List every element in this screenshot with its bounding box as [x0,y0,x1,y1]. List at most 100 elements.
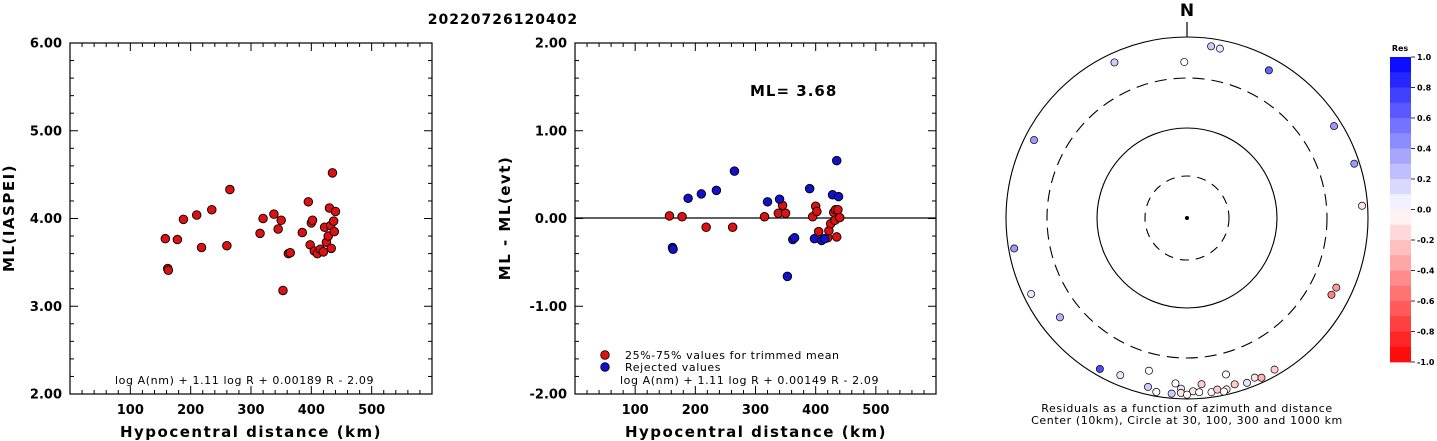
colorbar-swatch [1390,72,1411,88]
y-axis-label: ML(IASPEI) [0,164,18,272]
colorbar-swatch [1390,163,1411,180]
legend-marker-rejected [600,362,610,372]
station-point [1215,44,1224,53]
data-point [677,211,687,222]
y-tick-label: 0.00 [535,212,567,227]
data-point [327,168,338,178]
data-point [278,285,288,296]
station-point [1095,364,1104,373]
station-point [1327,290,1336,299]
caption-line-1: Residuals as a function of azimuth and d… [1041,402,1332,415]
data-point [819,233,830,244]
colorbar-swatch [1390,301,1411,317]
data-point [711,185,722,196]
y-tick-label: 4.00 [30,212,62,227]
x-tick-label: 100 [117,403,144,418]
y-tick-label: 2.00 [535,37,567,52]
station-point [1350,159,1359,168]
station-point [1110,58,1119,67]
data-point [668,244,678,254]
data-points [160,168,341,296]
data-point [273,224,283,234]
station-point [1358,201,1366,210]
colorbar-swatch [1390,87,1411,104]
y-axis-label: ML - ML(evt) [496,156,514,280]
x-tick-label: 300 [237,403,264,418]
data-point [834,212,845,223]
colorbar-swatch [1390,133,1411,149]
data-point [789,233,800,243]
colorbar-tick-label: 0.6 [1417,114,1432,123]
data-point [307,215,318,226]
station-point [1264,66,1273,75]
north-label: N [1180,1,1194,21]
station-point [1270,365,1279,374]
station-point [1257,373,1266,382]
station-point [1144,366,1153,375]
data-point [782,271,793,282]
data-point [326,243,336,254]
colorbar-tick-label: 0.0 [1417,206,1432,215]
colorbar-swatch [1390,118,1411,134]
colorbar-swatch [1390,209,1411,226]
formula-text: log A(nm) + 1.11 log R + 0.00149 R - 2.0… [620,374,879,387]
station-point [1183,390,1191,399]
colorbar-tick-label: 0.2 [1417,175,1431,184]
data-point [833,204,843,215]
x-tick-label: 200 [177,403,204,418]
data-points [664,155,845,282]
colorbar-tick-label: 0.4 [1417,145,1432,154]
colorbar-labels: 1.0 0.8 0.6 0.4 0.2 0.0 -0.2 -0.4 -0.6 -0.8 -1.0 [1411,53,1435,367]
residual-colorbar: Res 1.0 0.8 0.6 0.4 0.2 0.0 -0.2 -0.4 -0.6 -0.8 -1… [1390,44,1435,367]
panel-azimuth-polar: N Residuals as a function of azimuth and… [1005,1,1369,427]
colorbar-swatch [1390,255,1411,271]
station-point [1243,378,1251,387]
station-point [1152,388,1161,396]
legend-text-trimmed: 25%-75% values for trimmed mean [625,349,840,362]
data-point [328,216,339,226]
circle-30km [1144,175,1230,261]
y-tick-label: -2.00 [530,388,567,403]
x-tick-label: 100 [622,403,649,418]
x-tick-label: 300 [742,403,769,418]
colorbar-tick-label: -0.2 [1417,236,1435,245]
x-axis-label: Hypocentral distance (km) [625,423,887,441]
station-point [1213,385,1222,394]
colorbar-title: Res [1392,44,1409,53]
caption-line-2: Center (10km), Circle at 30, 100, 300 an… [1031,414,1343,427]
station-points [1010,42,1366,399]
figure-title: 20220726120402 [428,12,578,28]
data-point [225,184,235,195]
x-axis-label: Hypocentral distance (km) [120,423,382,441]
station-point [1207,42,1216,51]
colorbar-swatch [1390,57,1411,73]
station-point [1332,283,1341,292]
legend-text-rejected: Rejected values [625,361,721,374]
colorbar-tick-label: -1.0 [1417,358,1435,367]
data-point [774,194,785,204]
colorbar-swatch [1390,285,1411,302]
x-tick-label: 500 [862,403,889,418]
x-tick-label: 400 [298,403,325,418]
data-point [759,211,770,222]
x-tick-label: 200 [682,403,709,418]
colorbar-swatch [1390,316,1411,332]
station-point [1030,136,1039,145]
ml-annotation: ML= 3.68 [750,82,837,100]
data-point [833,191,844,202]
plot-frame [69,42,433,395]
data-point [701,222,711,233]
data-point [269,209,279,219]
colorbar-swatch [1390,331,1411,348]
y-tick-label: 2.00 [30,388,62,403]
data-point [255,228,265,239]
colorbar-swatch [1390,270,1411,287]
axis-ticks: 100 200 300 400 500 2.00 3.00 4.00 5.00 6.00 [30,37,432,418]
station-point [1180,58,1189,66]
data-point [303,197,314,207]
formula-text: log A(nm) + 1.11 log R + 0.00189 R - 2.0… [115,374,374,387]
data-point [196,242,207,253]
data-point [178,214,189,225]
data-point [191,210,202,220]
